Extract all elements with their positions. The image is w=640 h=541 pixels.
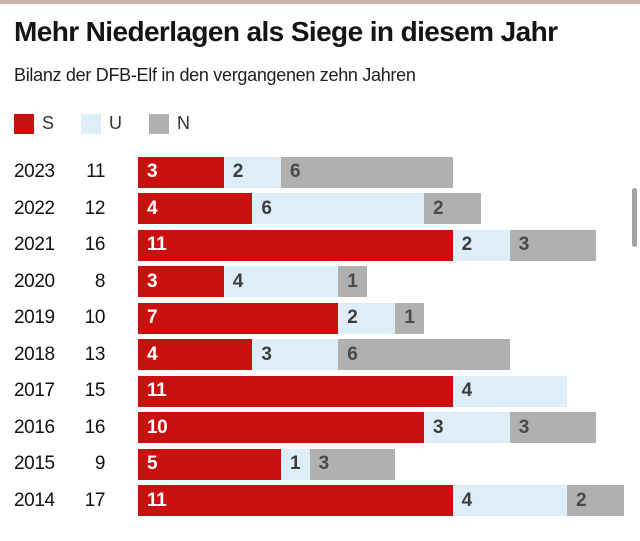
bar-segment-s: 3 [138, 266, 224, 298]
bar-segment-u: 4 [223, 266, 339, 298]
year-label: 2018 [14, 343, 55, 365]
total-games-label: 10 [84, 307, 106, 329]
bar-segment-n: 6 [280, 156, 453, 188]
total-games-label: 16 [84, 234, 106, 256]
legend-item-u: U [81, 113, 122, 134]
legend-swatch-n [149, 113, 170, 134]
chart-row-2014: 2014 17 11 4 2 [14, 485, 640, 517]
bar-segment-s: 4 [138, 193, 253, 225]
bar-segment-n: 6 [338, 339, 510, 371]
bar-segment-s: 11 [138, 375, 453, 407]
chart-row-2018: 2018 13 4 3 6 [14, 339, 640, 371]
bar-segment-n: 3 [509, 229, 596, 261]
bar-segment-u: 1 [281, 448, 310, 480]
total-games-label: 15 [84, 380, 106, 402]
bar-segment-n: 2 [566, 485, 625, 517]
total-games-label: 9 [94, 453, 106, 475]
year-label: 2021 [14, 234, 55, 256]
year-label: 2015 [14, 453, 55, 475]
scrollbar-thumb[interactable] [632, 188, 637, 247]
bar-segment-s: 11 [138, 485, 453, 517]
total-games-label: 8 [94, 270, 106, 292]
legend-label: S [42, 113, 55, 134]
bar-segment-u: 4 [452, 375, 567, 407]
total-games-label: 13 [84, 343, 106, 365]
legend-item-s: S [14, 113, 54, 134]
bar-segment-s: 10 [138, 412, 424, 444]
stacked-bar: 11 4 2 [138, 485, 625, 517]
total-games-label: 11 [86, 161, 105, 183]
year-label: 2022 [14, 197, 55, 219]
chart-row-2017: 2017 15 11 4 [14, 375, 640, 407]
chart-title: Mehr Niederlagen als Siege in diesem Jah… [14, 16, 558, 47]
bar-segment-n: 1 [395, 302, 424, 334]
chart-row-2015: 2015 9 5 1 3 [14, 448, 640, 480]
bar-segment-u: 2 [338, 302, 396, 334]
bar-segment-n: 1 [338, 266, 367, 298]
bar-segment-u: 3 [252, 339, 339, 371]
year-label: 2014 [14, 489, 55, 511]
legend-swatch-u [81, 113, 102, 134]
chart-subtitle: Bilanz der DFB-Elf in den vergangenen ze… [14, 65, 416, 85]
bar-segment-n: 2 [423, 193, 482, 225]
legend-label: U [109, 113, 123, 134]
bar-segment-s: 7 [138, 302, 339, 334]
year-label: 2020 [14, 270, 55, 292]
bar-segment-u: 6 [252, 193, 424, 225]
chart-content: Mehr Niederlagen als Siege in diesem Jah… [0, 14, 640, 517]
bar-segment-s: 11 [138, 229, 453, 261]
bar-segment-u: 2 [223, 156, 281, 188]
bar-segment-s: 5 [138, 448, 281, 480]
bar-segment-u: 3 [424, 412, 510, 444]
chart-row-2023: 2023 11 3 2 6 [14, 156, 640, 188]
chart-row-2019: 2019 10 7 2 1 [14, 302, 640, 334]
stacked-bar: 10 3 3 [138, 412, 596, 444]
chart-row-2022: 2022 12 4 6 2 [14, 193, 640, 225]
chart-card: Mehr Niederlagen als Siege in diesem Jah… [0, 0, 640, 517]
stacked-bar: 11 2 3 [138, 229, 596, 261]
year-label: 2023 [14, 161, 55, 183]
total-games-label: 12 [84, 197, 106, 219]
year-label: 2019 [14, 307, 55, 329]
total-games-label: 17 [84, 489, 106, 511]
bar-segment-u: 2 [452, 229, 510, 261]
legend-swatch-s [14, 113, 34, 134]
legend-label: N [177, 113, 191, 134]
bar-segment-s: 3 [138, 156, 224, 188]
total-games-label: 16 [84, 416, 106, 438]
stacked-bar: 11 4 [138, 375, 567, 407]
year-label: 2017 [14, 380, 55, 402]
bar-segment-n: 3 [509, 412, 596, 444]
bar-segment-s: 4 [138, 339, 253, 371]
chart-rows: 2023 11 3 2 6 2022 12 4 6 2 2021 16 11 2 3 2020 8 3 4 1 2019… [14, 156, 640, 517]
top-strip [0, 0, 640, 4]
legend-item-n: N [149, 113, 190, 134]
bar-segment-u: 4 [452, 485, 567, 517]
bar-segment-n: 3 [309, 448, 396, 480]
chart-row-2016: 2016 16 10 3 3 [14, 412, 640, 444]
year-label: 2016 [14, 416, 55, 438]
chart-row-2021: 2021 16 11 2 3 [14, 229, 640, 261]
chart-row-2020: 2020 8 3 4 1 [14, 266, 640, 298]
